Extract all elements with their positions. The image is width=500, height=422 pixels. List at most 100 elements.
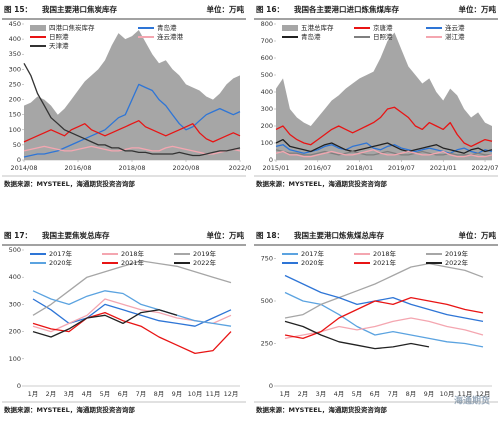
y-tick-label: 400 [261, 88, 273, 96]
legend-label: 日照港 [373, 32, 393, 41]
x-tick-label: 5月 [100, 390, 111, 398]
y-tick-label: 200 [9, 96, 21, 104]
chart-title: 我国主要焦炭总库存 [42, 230, 110, 240]
line-series [284, 317, 484, 340]
line-series [284, 291, 484, 348]
y-tick-label: 100 [261, 139, 273, 147]
legend-label: 五港总库存 [301, 23, 334, 32]
y-tick-label: 100 [9, 126, 21, 134]
y-tick-label: 50 [13, 141, 21, 149]
x-tick-label: 2019/07 [388, 164, 415, 172]
legend-swatch [282, 25, 298, 31]
source-note: 数据来源：MYSTEEL，海通期货投资咨询部 [4, 179, 135, 188]
figure-label: 图 15： [4, 5, 32, 14]
y-tick-label: 0 [17, 156, 21, 164]
legend-label: 2018年 [121, 249, 145, 258]
x-tick-label: 11月 [206, 390, 221, 398]
x-tick-label: 4月 [334, 390, 345, 398]
legend-label: 四港口焦炭库存 [49, 23, 95, 32]
x-tick-label: 2016/07 [304, 164, 331, 172]
x-tick-label: 2月 [298, 390, 309, 398]
y-tick-label: 500 [9, 246, 21, 254]
x-tick-label: 10月 [440, 390, 455, 398]
legend-label: 2019年 [193, 249, 217, 258]
legend-label: 2017年 [49, 249, 73, 258]
line-series [284, 274, 484, 323]
line-series [275, 149, 493, 158]
line-series [32, 298, 232, 327]
x-tick-label: 2014/08 [10, 164, 37, 172]
legend-swatch [30, 25, 46, 31]
y-tick-label: 700 [261, 37, 273, 45]
x-tick-label: 6月 [370, 390, 381, 398]
line-series [32, 260, 232, 316]
line-series [275, 106, 493, 148]
y-tick-label: 750 [261, 255, 273, 263]
y-tick-label: 300 [9, 300, 21, 308]
x-tick-label: 2018/08 [118, 164, 145, 172]
y-tick-label: 350 [9, 50, 21, 58]
legend-label: 2018年 [373, 249, 397, 258]
x-tick-label: 8月 [154, 390, 165, 398]
x-tick-label: 9月 [424, 390, 435, 398]
x-tick-label: 3月 [64, 390, 75, 398]
y-tick-label: 0 [269, 156, 273, 164]
x-tick-label: 7月 [136, 390, 147, 398]
area-series [276, 32, 492, 160]
x-tick-label: 1月 [280, 390, 291, 398]
figure-label: 图 17： [4, 231, 32, 240]
y-tick-label: 0 [17, 382, 21, 390]
unit-label: 单位：万吨 [207, 230, 245, 240]
x-tick-label: 2016/08 [64, 164, 91, 172]
legend-label: 连云港港 [157, 32, 184, 41]
line-series [284, 296, 484, 340]
watermark: 海通期货 [454, 395, 490, 407]
x-tick-label: 2020/08 [172, 164, 199, 172]
x-tick-label: 12月 [476, 390, 491, 398]
y-tick-label: 500 [261, 71, 273, 79]
y-tick-label: 100 [9, 355, 21, 363]
y-tick-label: 300 [9, 65, 21, 73]
chart-title: 我国主要港口焦炭库存 [42, 4, 117, 14]
y-tick-label: 200 [261, 122, 273, 130]
line-series [32, 309, 178, 338]
figure-label: 图 18： [256, 231, 284, 240]
unit-label: 单位：万吨 [459, 230, 497, 240]
x-tick-label: 3月 [316, 390, 327, 398]
legend-label: 京唐港 [373, 23, 393, 32]
y-tick-label: 200 [9, 328, 21, 336]
legend-label: 2021年 [373, 258, 397, 267]
legend-label: 湛江港 [445, 32, 465, 41]
unit-label: 单位：万吨 [207, 4, 245, 14]
legend-label: 2017年 [301, 249, 325, 258]
x-tick-label: 2022/0 [229, 164, 252, 172]
x-tick-label: 1月 [28, 390, 39, 398]
line-series [284, 262, 484, 319]
x-tick-label: 4月 [82, 390, 93, 398]
x-tick-label: 2022/07 [472, 164, 499, 172]
x-tick-label: 2015/01 [262, 164, 289, 172]
x-tick-label: 5月 [352, 390, 363, 398]
unit-label: 单位：万吨 [459, 4, 497, 14]
x-tick-label: 8月 [406, 390, 417, 398]
legend-label: 2021年 [121, 258, 145, 267]
x-tick-label: 9月 [172, 390, 183, 398]
y-tick-label: 0 [269, 382, 273, 390]
y-tick-label: 600 [261, 54, 273, 62]
x-tick-label: 2月 [46, 390, 57, 398]
line-series [23, 145, 241, 155]
x-tick-label: 6月 [118, 390, 129, 398]
line-series [284, 320, 430, 350]
y-tick-label: 250 [9, 80, 21, 88]
y-tick-label: 500 [261, 297, 273, 305]
line-series [32, 311, 232, 355]
legend-label: 2020年 [49, 258, 73, 267]
line-series [23, 120, 241, 143]
y-tick-label: 150 [9, 111, 21, 119]
y-tick-label: 250 [261, 340, 273, 348]
legend-label: 天津港 [49, 41, 69, 50]
source-note: 数据来源：MYSTEEL，海通期货投资咨询部 [4, 405, 135, 414]
y-tick-label: 400 [9, 273, 21, 281]
figure-label: 图 16： [256, 5, 284, 14]
